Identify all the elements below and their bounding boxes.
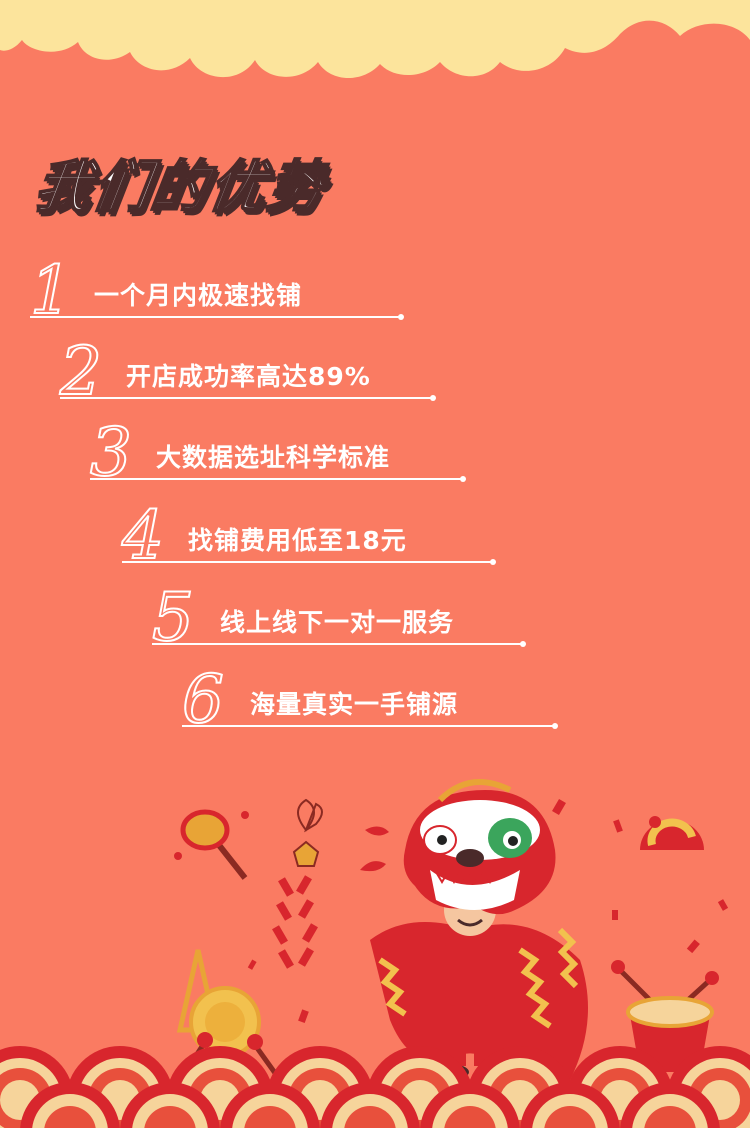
page-title: 我们的优势: [30, 154, 331, 221]
firecracker-icon: [272, 798, 323, 969]
advantage-number: 4: [121, 497, 165, 574]
divider-line: [152, 643, 522, 645]
gong-icon: [176, 949, 283, 1082]
wave-pattern-icon: [0, 1046, 750, 1128]
advantage-text: 海量真实一手铺源: [250, 690, 459, 719]
advantage-text: 线上线下一对一服务: [220, 608, 455, 637]
drum-icon: [611, 960, 719, 1091]
hat-icon: [640, 816, 704, 850]
advantage-item: 6 海量真实一手铺源: [181, 666, 562, 745]
divider-dot: [552, 723, 558, 729]
advantage-item: 5 线上线下一对一服务: [151, 584, 532, 663]
divider-line: [122, 561, 492, 563]
advantage-text: 大数据选址科学标准: [156, 443, 391, 472]
divider-dot: [520, 641, 526, 647]
divider-dot: [490, 559, 496, 565]
cloud-border-icon: [0, 0, 750, 79]
divider-line: [30, 316, 400, 318]
advantage-item: 3 大数据选址科学标准: [89, 419, 470, 498]
advantage-number: 5: [151, 579, 195, 656]
divider-dot: [460, 476, 466, 482]
divider-line: [90, 478, 462, 480]
advantage-text: 找铺费用低至18元: [188, 526, 407, 555]
lion-dance-illustration: [0, 779, 750, 1128]
confetti-icon: [247, 798, 729, 1024]
divider-dot: [398, 314, 404, 320]
advantage-number: 6: [181, 661, 225, 738]
divider-line: [60, 397, 432, 399]
advantage-number: 2: [59, 333, 103, 410]
divider-dot: [430, 395, 436, 401]
advantage-item: 4 找铺费用低至18元: [121, 502, 502, 581]
lion-dance-icon: [370, 779, 588, 1090]
divider-line: [182, 725, 554, 727]
advantage-text: 开店成功率高达89%: [126, 362, 371, 391]
hand-drum-icon: [174, 809, 249, 880]
advantage-number: 3: [89, 414, 133, 491]
advantage-item: 2 开店成功率高达89%: [59, 338, 440, 417]
advantage-item: 1 一个月内极速找铺: [29, 257, 410, 336]
advantage-number: 1: [29, 252, 73, 329]
advantage-text: 一个月内极速找铺: [94, 281, 303, 310]
